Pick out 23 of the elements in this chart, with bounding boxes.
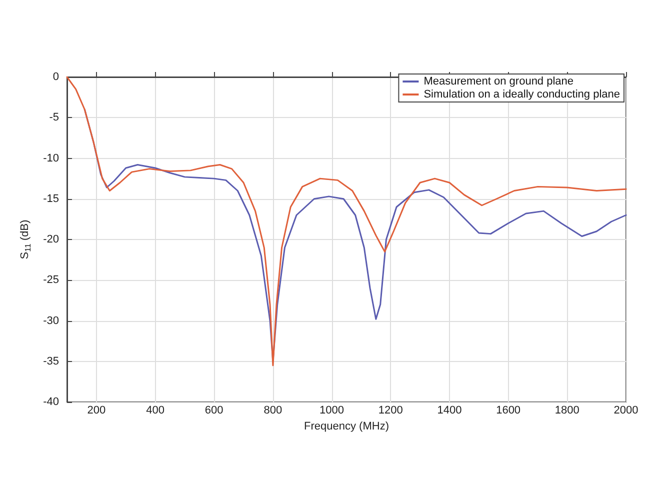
- legend-label: Measurement on ground plane: [424, 76, 574, 88]
- y-tick-label: -35: [43, 355, 59, 368]
- x-tick-label: 1200: [378, 404, 403, 416]
- x-tick-label: 800: [264, 404, 282, 416]
- x-tick-label: 2000: [614, 404, 638, 416]
- x-axis-title: Frequency (MHz): [304, 420, 389, 432]
- x-tick-label: 600: [204, 404, 224, 416]
- x-tick-label: 1600: [496, 404, 521, 416]
- y-tick-label: 0: [52, 71, 59, 83]
- y-tick-label: -10: [43, 152, 59, 164]
- y-tick-label: -5: [49, 112, 59, 124]
- y-axis-title: S11 (dB): [19, 220, 33, 260]
- y-tick-label: -30: [43, 314, 59, 327]
- x-tick-label: 400: [146, 404, 164, 416]
- x-tick-label: 1400: [437, 404, 462, 416]
- y-tick-label: -40: [43, 396, 59, 408]
- y-tick-label: -25: [43, 274, 59, 286]
- x-tick-label: 200: [87, 404, 106, 416]
- legend-label: Simulation on a ideally conducting plane: [424, 88, 620, 100]
- y-tick-label: -15: [43, 192, 59, 205]
- x-tick-label: 1000: [320, 404, 344, 416]
- x-tick-label: 1800: [554, 404, 580, 416]
- y-tick-label: -20: [43, 234, 59, 246]
